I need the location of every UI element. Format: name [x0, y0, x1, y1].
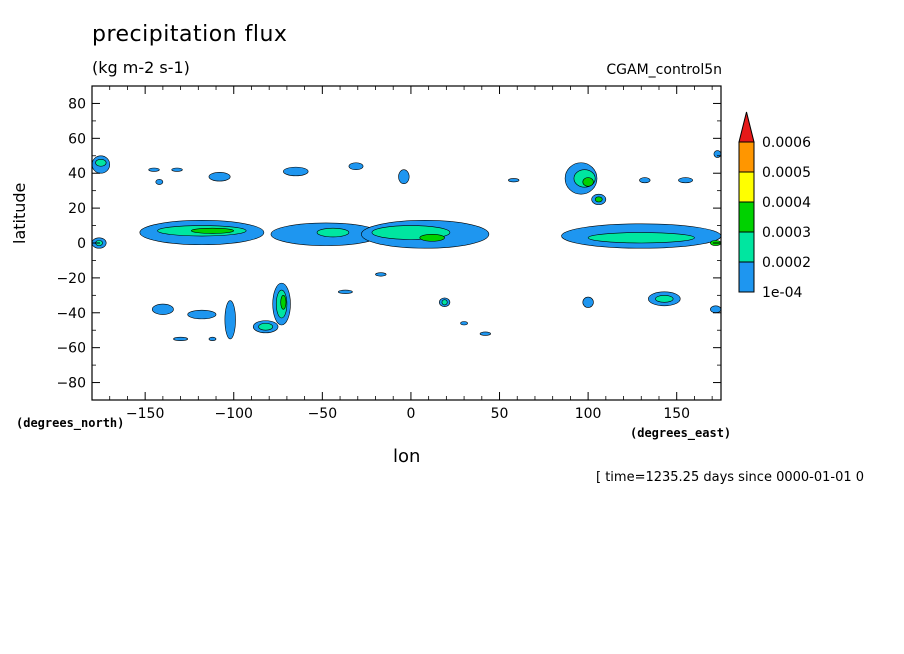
- contour-region: [151, 303, 174, 315]
- y-tick-label: −60: [56, 341, 86, 357]
- y-tick-label: −20: [56, 271, 86, 287]
- contour-region: [655, 295, 674, 303]
- contour-region: [280, 295, 287, 310]
- contour-region: [348, 162, 364, 171]
- colorbar-segment: [738, 141, 755, 173]
- x-tick-label: −150: [126, 406, 164, 422]
- colorbar-segment: [738, 201, 755, 233]
- contour-region: [587, 232, 695, 244]
- contour-region: [419, 233, 445, 242]
- contour-region: [639, 177, 651, 184]
- contour-region: [375, 272, 387, 277]
- contour-region: [678, 177, 693, 184]
- contour-region: [582, 177, 594, 187]
- contour-region: [187, 309, 217, 320]
- y-tick-label: 20: [68, 201, 86, 217]
- contour-layer: [92, 150, 721, 341]
- colorbar-extend-arrow: [738, 111, 755, 143]
- colorbar-label: 1e-04: [762, 285, 802, 301]
- contour-region: [710, 305, 721, 314]
- contour-region: [582, 296, 594, 308]
- contour-region: [155, 179, 164, 185]
- contour-region: [173, 336, 188, 341]
- contour-region: [398, 169, 410, 184]
- contour-region: [208, 172, 231, 182]
- contour-region: [508, 178, 520, 183]
- contour-region: [316, 227, 350, 238]
- colorbar-label: 0.0005: [762, 165, 811, 181]
- contour-region: [713, 150, 721, 158]
- contour-region: [441, 299, 448, 306]
- x-tick-label: 50: [491, 406, 509, 422]
- colorbar-label: 0.0002: [762, 255, 811, 271]
- colorbar-label: 0.0003: [762, 225, 811, 241]
- y-tick-label: 40: [68, 166, 86, 182]
- dataset-label: CGAM_control5n: [606, 62, 722, 78]
- colorbar-segment: [738, 261, 755, 293]
- contour-region: [224, 300, 236, 340]
- y-tick-label: 80: [68, 96, 86, 112]
- contour-region: [479, 331, 491, 336]
- y-tick-label: −80: [56, 376, 86, 392]
- colorbar-segment: [738, 171, 755, 203]
- contour-region: [594, 196, 603, 203]
- time-footer: [ time=1235.25 days since 0000-01-01 0: [596, 470, 865, 485]
- x-tick-label: −100: [215, 406, 253, 422]
- colorbar-label: 0.0004: [762, 195, 811, 211]
- contour-region: [460, 321, 468, 326]
- x-tick-label: 150: [663, 406, 690, 422]
- colorbar-segment: [738, 231, 755, 263]
- x-tick-label: −50: [308, 406, 338, 422]
- y-tick-label: 0: [77, 236, 86, 252]
- contour-region: [258, 322, 274, 331]
- x-axis-label: lon: [393, 446, 421, 467]
- contour-region: [337, 289, 353, 294]
- y-tick-label: −40: [56, 306, 86, 322]
- contour-region: [283, 166, 309, 177]
- x-units-label: (degrees_east): [630, 426, 732, 440]
- colorbar-label: 0.0006: [762, 135, 811, 151]
- contour-region: [148, 167, 160, 172]
- chart-title: precipitation flux: [92, 22, 288, 47]
- chart-subtitle: (kg m-2 s-1): [92, 58, 190, 77]
- contour-region: [95, 158, 107, 167]
- y-tick-label: 60: [68, 131, 86, 147]
- contour-region: [190, 227, 235, 234]
- contour-region: [208, 336, 217, 341]
- x-tick-label: 0: [406, 406, 415, 422]
- y-units-label: (degrees_north): [16, 416, 125, 430]
- x-tick-label: 100: [575, 406, 602, 422]
- contour-region: [171, 167, 183, 172]
